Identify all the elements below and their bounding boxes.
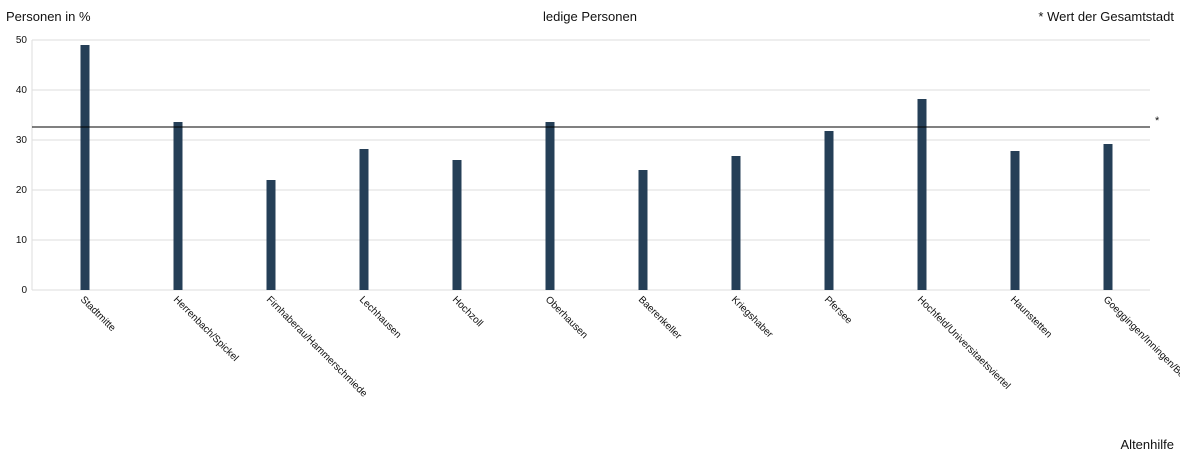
x-tick-label: Stadtmitte xyxy=(78,294,118,334)
x-tick-label: Hochfeld/Universitaetsviertel xyxy=(915,294,1012,391)
x-tick-label: Goeggingen/Inningen/Bergheim xyxy=(1101,294,1180,402)
x-tick-label: Baerenkeller xyxy=(636,294,684,342)
y-tick-label: 20 xyxy=(16,185,28,196)
x-tick-label: Oberhausen xyxy=(543,294,590,341)
bar xyxy=(173,122,183,290)
x-tick-label: Firnhaberau/Hammerschmiede xyxy=(264,294,370,400)
y-tick-label: 40 xyxy=(16,85,28,96)
y-tick-label: 0 xyxy=(21,285,27,296)
bar xyxy=(1103,144,1113,290)
legend-note: * Wert der Gesamtstadt xyxy=(1038,9,1174,24)
y-axis-label: Personen in % xyxy=(6,9,91,24)
x-tick-label: Hochzoll xyxy=(450,294,485,329)
x-tick-label: Lechhausen xyxy=(357,294,403,340)
bar xyxy=(731,156,741,290)
x-tick-label: Pfersee xyxy=(822,294,854,326)
bar xyxy=(359,149,369,290)
bar xyxy=(917,99,927,290)
bar xyxy=(545,122,555,290)
bar xyxy=(80,45,90,290)
bar xyxy=(266,180,276,290)
y-tick-label: 10 xyxy=(16,235,28,246)
y-tick-label: 50 xyxy=(16,35,28,46)
x-tick-label: Herrenbach/Spickel xyxy=(171,294,240,363)
reference-label: * xyxy=(1155,115,1160,127)
y-tick-label: 30 xyxy=(16,135,28,146)
x-tick-label: Haunstetten xyxy=(1008,294,1054,340)
bar xyxy=(824,131,834,290)
bar xyxy=(1010,151,1020,290)
bar xyxy=(638,170,648,290)
bar xyxy=(452,160,462,290)
chart-title: ledige Personen xyxy=(543,9,637,24)
footer: Altenhilfe xyxy=(1121,437,1174,452)
x-tick-label: Kriegshaber xyxy=(729,294,775,340)
